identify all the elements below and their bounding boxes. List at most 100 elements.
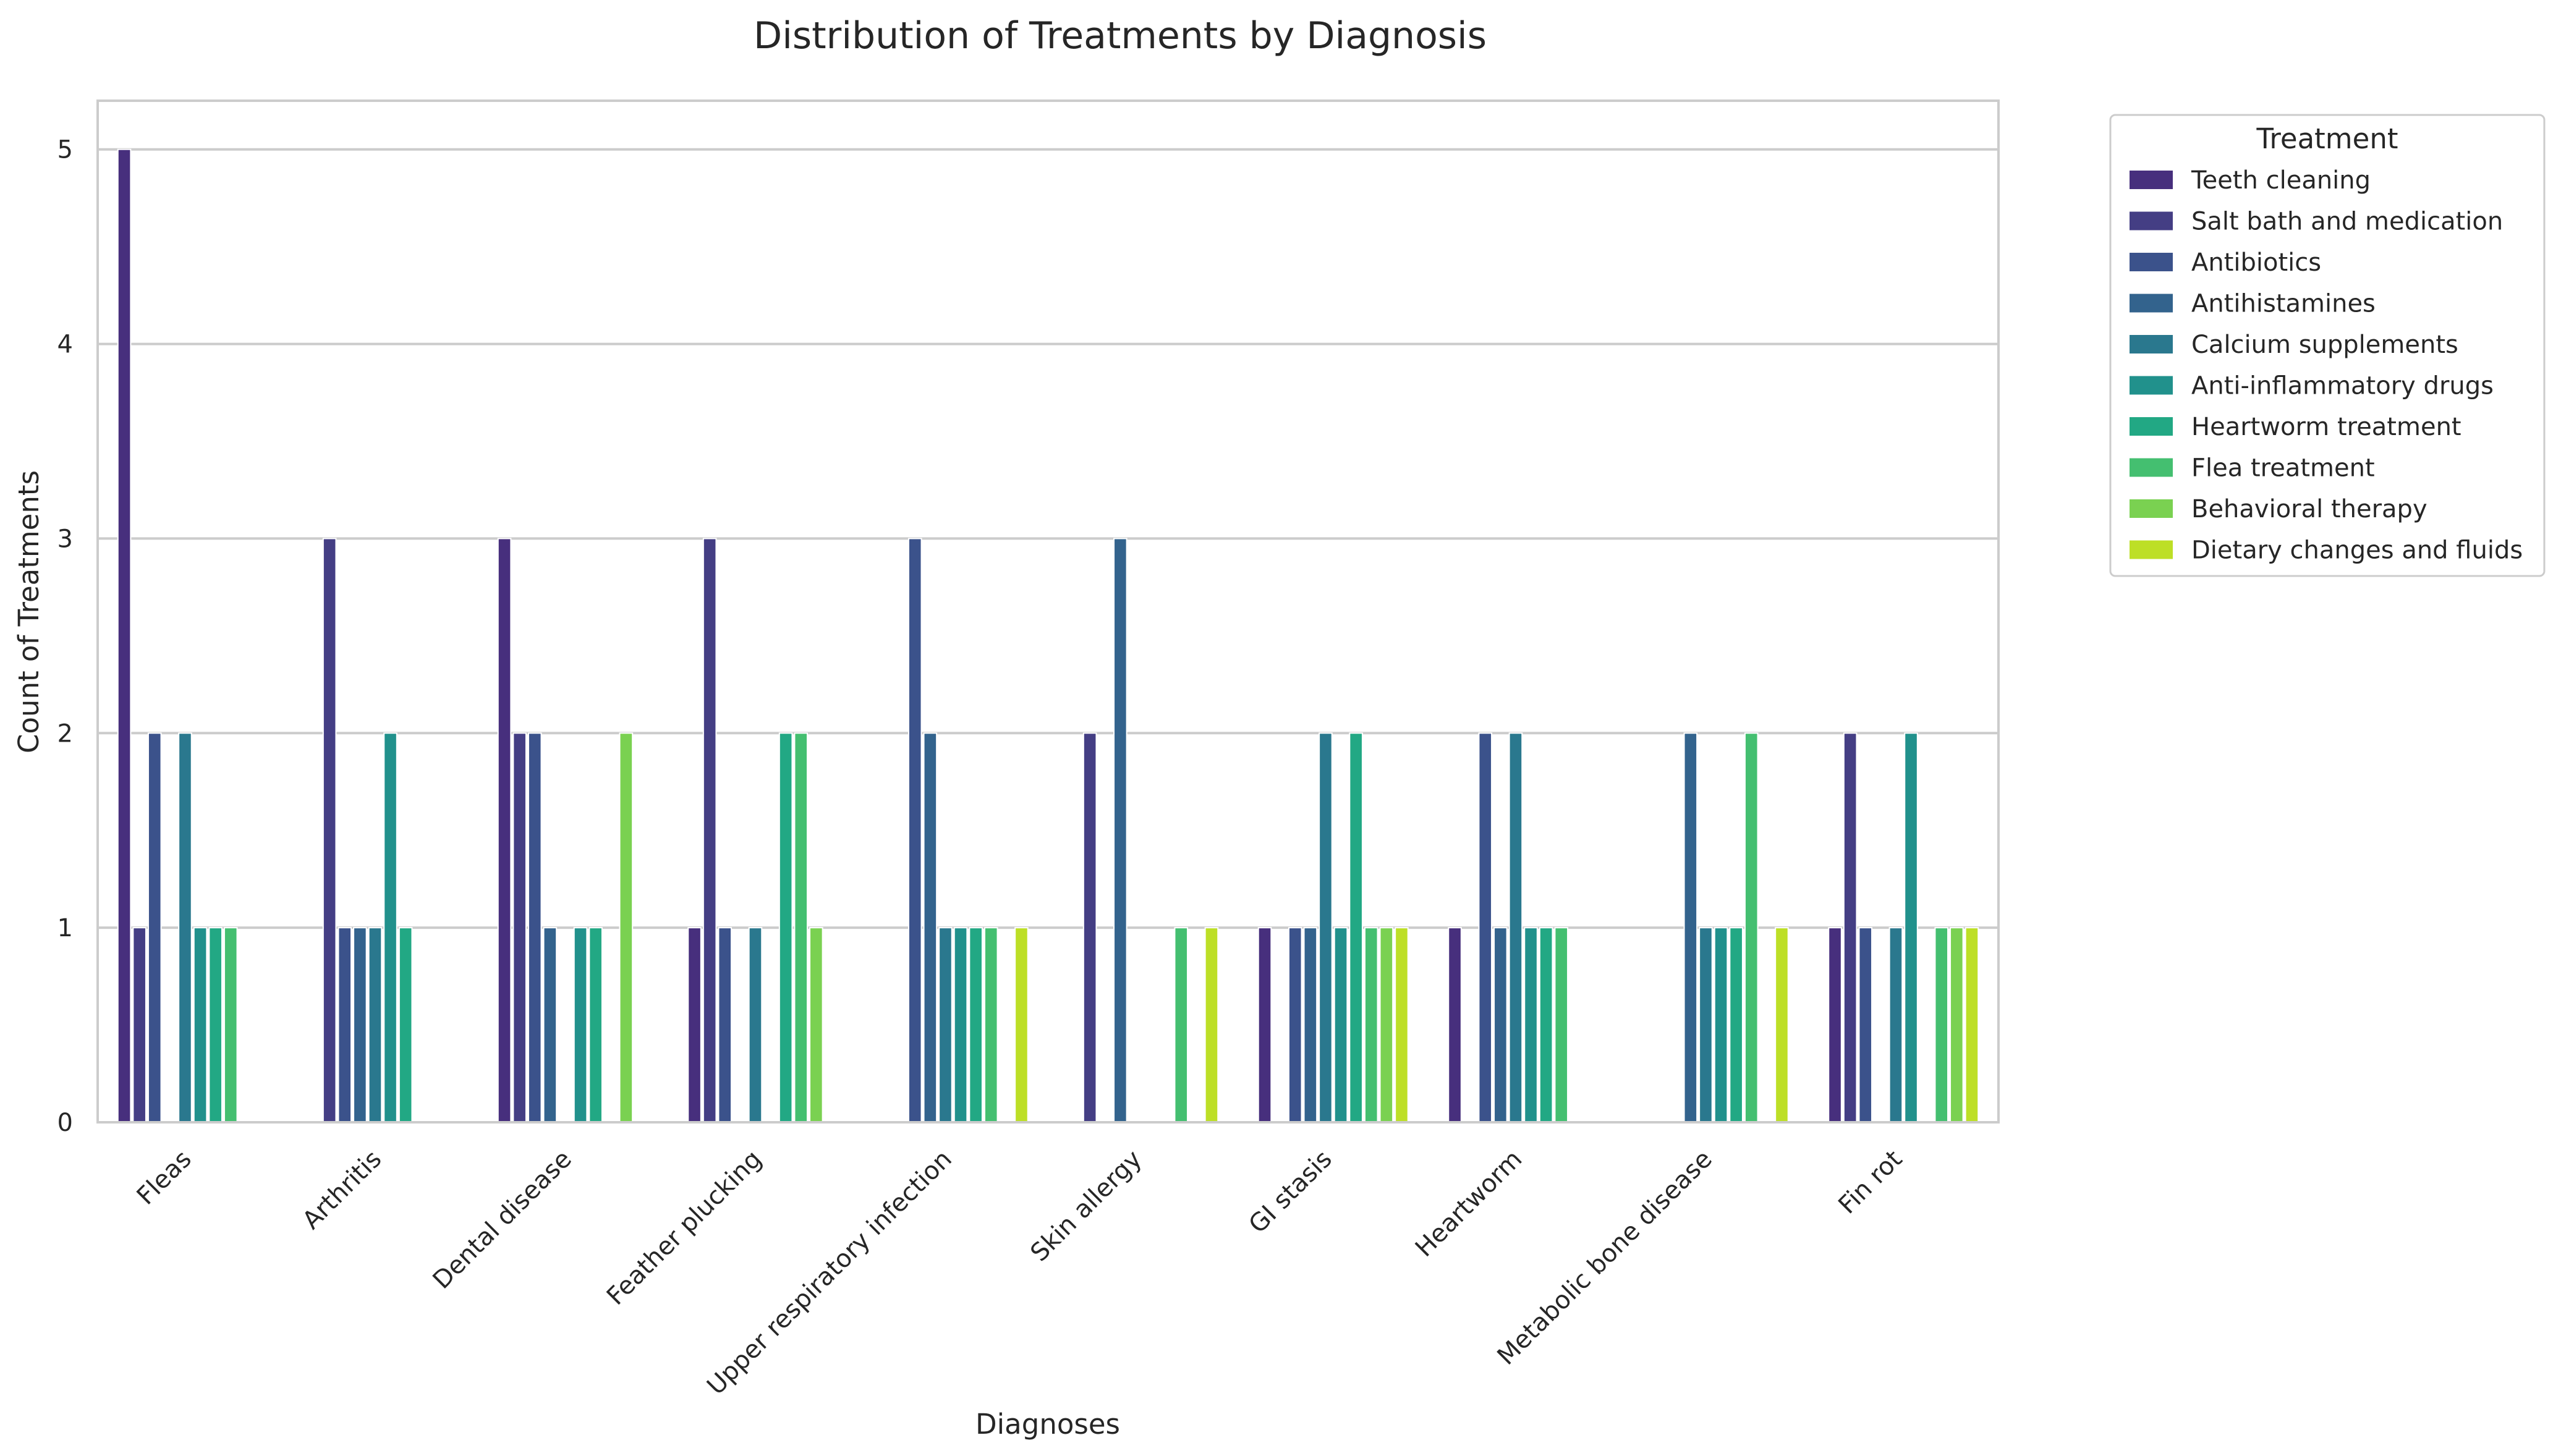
bar	[1303, 927, 1318, 1123]
x-tick-label: Metabolic bone disease	[1492, 1145, 1718, 1371]
legend-swatch	[2130, 499, 2173, 518]
legend-label: Flea treatment	[2191, 454, 2375, 483]
bar	[223, 927, 238, 1123]
bar	[983, 927, 998, 1123]
y-tick-label: 4	[57, 331, 73, 359]
bar	[1014, 927, 1029, 1123]
bar	[1113, 538, 1128, 1123]
bar	[1478, 732, 1493, 1124]
bar	[1082, 732, 1097, 1124]
x-axis-label: Diagnoses	[975, 1408, 1120, 1441]
bar	[383, 732, 397, 1124]
legend-label: Antibiotics	[2191, 248, 2321, 277]
legend-swatch	[2130, 417, 2173, 436]
legend-swatch	[2130, 253, 2173, 271]
bar	[809, 927, 823, 1123]
y-tick-label: 3	[57, 525, 73, 553]
bar	[907, 538, 922, 1123]
bar	[1843, 732, 1858, 1124]
bar	[178, 732, 192, 1124]
legend-label: Behavioral therapy	[2191, 495, 2427, 523]
y-tick-label: 1	[57, 914, 73, 942]
bar	[969, 927, 983, 1123]
bar	[1379, 927, 1394, 1123]
x-tick-label: Skin allergy	[1025, 1145, 1147, 1268]
bar	[322, 538, 337, 1123]
bar	[132, 927, 147, 1123]
x-tick-label: GI stasis	[1244, 1145, 1338, 1239]
legend-label: Teeth cleaning	[2191, 166, 2371, 195]
bar	[1204, 927, 1219, 1123]
bars	[117, 148, 1979, 1124]
bar	[398, 927, 413, 1123]
bar	[1448, 927, 1462, 1123]
bar	[718, 927, 733, 1123]
bar	[1364, 927, 1378, 1123]
legend-label: Heartworm treatment	[2191, 413, 2461, 441]
bar	[794, 732, 809, 1124]
bar	[1699, 927, 1713, 1123]
y-axis-ticks: 0 1 2 3 4 5	[57, 136, 73, 1137]
bar	[1964, 927, 1979, 1123]
bar	[1775, 927, 1789, 1123]
x-tick-label: Fleas	[132, 1145, 197, 1211]
bar	[702, 538, 717, 1123]
x-tick-label: Arthritis	[297, 1145, 388, 1235]
bar	[527, 732, 542, 1124]
bar	[1554, 927, 1569, 1123]
bar	[1524, 927, 1538, 1123]
bar	[778, 732, 793, 1124]
bar	[147, 732, 162, 1124]
legend-swatch	[2130, 335, 2173, 353]
bar	[1288, 927, 1302, 1123]
bar	[1729, 927, 1743, 1123]
grid-lines	[98, 148, 1998, 1124]
y-axis-label: Count of Treatments	[12, 470, 45, 753]
bar	[619, 732, 634, 1124]
bar	[353, 927, 367, 1123]
bar	[748, 927, 763, 1123]
legend-swatch	[2130, 294, 2173, 313]
bar	[368, 927, 383, 1123]
bar	[512, 732, 527, 1124]
bar	[923, 732, 938, 1124]
legend-title: Treatment	[2256, 122, 2398, 155]
bar	[1828, 927, 1842, 1123]
bar	[687, 927, 702, 1123]
bar	[497, 538, 512, 1123]
bar	[1349, 732, 1363, 1124]
bar	[1714, 927, 1728, 1123]
legend-label: Calcium supplements	[2191, 331, 2458, 359]
y-tick-label: 0	[57, 1109, 73, 1137]
bar	[938, 927, 953, 1123]
bar	[543, 927, 558, 1123]
legend: Treatment Teeth cleaning Salt bath and me…	[2109, 114, 2546, 577]
y-tick-label: 2	[57, 719, 73, 748]
bar	[1683, 732, 1698, 1124]
bar	[208, 927, 223, 1123]
legend-swatch	[2130, 540, 2173, 559]
plot-area	[96, 99, 2000, 1124]
x-tick-label: Feather plucking	[601, 1145, 767, 1311]
bar	[1950, 927, 1964, 1123]
x-axis-ticks: Fleas Arthritis Dental disease Feather pluc…	[132, 1145, 1908, 1401]
bar	[953, 927, 968, 1123]
bar	[1395, 927, 1409, 1123]
bar	[573, 927, 588, 1123]
legend-label: Dietary changes and fluids	[2191, 536, 2523, 565]
bar	[1333, 927, 1348, 1123]
bar	[1904, 732, 1918, 1124]
bar	[193, 927, 208, 1123]
x-tick-label: Fin rot	[1833, 1145, 1908, 1220]
bar	[1319, 732, 1333, 1124]
bar	[1934, 927, 1949, 1123]
legend-items: Teeth cleaning Salt bath and medication An…	[2130, 166, 2523, 565]
bar	[117, 148, 132, 1124]
legend-swatch	[2130, 458, 2173, 477]
bar	[588, 927, 603, 1123]
bar	[1257, 927, 1272, 1123]
legend-label: Salt bath and medication	[2191, 208, 2503, 236]
plot-frame	[96, 99, 2000, 1124]
legend-label: Antihistamines	[2191, 290, 2376, 318]
